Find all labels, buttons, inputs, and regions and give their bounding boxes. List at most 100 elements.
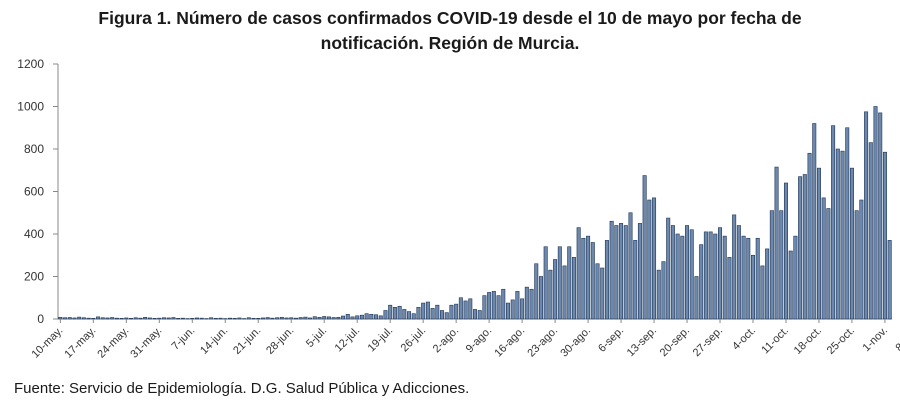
bar xyxy=(666,217,671,320)
bar xyxy=(162,317,167,320)
bar xyxy=(524,286,529,320)
bar xyxy=(628,212,633,320)
x-tick-label: 20-sep. xyxy=(658,325,692,359)
bar xyxy=(350,316,355,320)
bar xyxy=(317,316,322,320)
bar xyxy=(58,316,63,320)
bar xyxy=(463,300,468,320)
bar xyxy=(180,317,185,320)
x-tick-label: 14-jun. xyxy=(198,325,230,357)
bar xyxy=(129,318,134,320)
bar xyxy=(425,301,430,320)
x-tick-label: 30-ago. xyxy=(558,325,593,360)
bar xyxy=(821,197,826,320)
y-tick-label: 1200 xyxy=(17,57,44,71)
bar xyxy=(675,233,680,320)
bar xyxy=(505,302,510,320)
bar xyxy=(195,317,199,320)
bar xyxy=(600,267,605,320)
x-tick-label: 10-may. xyxy=(29,325,65,361)
bar xyxy=(374,314,379,320)
bar xyxy=(402,309,407,320)
bar xyxy=(293,317,298,320)
bar xyxy=(741,235,746,320)
bar xyxy=(449,304,454,320)
source-note: Fuente: Servicio de Epidemiología. D.G. … xyxy=(14,380,470,397)
y-tick-label: 1000 xyxy=(17,100,44,114)
x-tick-label: 17-may. xyxy=(62,325,98,361)
chart-title-line-2: notificación. Región de Murcia. xyxy=(320,33,580,53)
bar xyxy=(119,318,124,320)
x-tick-label: 8-nov. xyxy=(894,325,900,355)
bar xyxy=(661,261,666,320)
bar xyxy=(501,288,506,320)
x-tick-label: 1-nov. xyxy=(861,325,891,355)
bar xyxy=(355,315,360,320)
bar xyxy=(440,310,445,320)
bar xyxy=(468,298,473,320)
bar xyxy=(557,246,562,320)
bar xyxy=(750,254,755,320)
x-tick-label: 24-may. xyxy=(95,325,131,361)
bar xyxy=(520,298,525,320)
x-tick-label: 11-oct. xyxy=(759,325,791,357)
bar xyxy=(680,235,685,320)
bar xyxy=(826,208,831,320)
bar xyxy=(147,317,152,320)
bar xyxy=(656,269,661,320)
bar xyxy=(487,292,492,320)
bar xyxy=(157,317,162,320)
bar xyxy=(543,246,548,320)
x-tick-label: 27-sep. xyxy=(691,325,725,359)
bar xyxy=(312,316,317,320)
x-tick-label: 23-ago. xyxy=(525,325,560,360)
bar xyxy=(232,318,237,320)
bar xyxy=(637,223,642,320)
x-tick-label: 18-oct. xyxy=(792,325,824,357)
bar xyxy=(769,210,774,320)
bar xyxy=(251,318,256,320)
bar xyxy=(812,123,817,320)
bar xyxy=(783,182,788,320)
bar xyxy=(873,106,878,320)
bar xyxy=(359,314,364,320)
bar xyxy=(727,257,732,320)
bar xyxy=(576,227,581,320)
bar xyxy=(779,210,784,320)
bar xyxy=(581,237,586,320)
bar xyxy=(430,308,435,320)
y-tick-label: 200 xyxy=(24,270,44,284)
bar xyxy=(845,127,850,320)
bar xyxy=(364,313,369,320)
bar xyxy=(114,317,119,320)
bar xyxy=(562,265,567,320)
bar xyxy=(595,263,600,320)
bar xyxy=(392,307,397,320)
bar xyxy=(864,111,869,320)
x-tick-label: 2-ago. xyxy=(431,325,462,356)
bar xyxy=(411,313,416,320)
bar xyxy=(670,225,675,320)
bar xyxy=(100,317,105,320)
bar xyxy=(586,235,591,320)
bar xyxy=(388,304,393,320)
bar xyxy=(868,142,873,320)
bar xyxy=(77,316,82,320)
bar xyxy=(143,316,148,320)
bar xyxy=(652,197,657,320)
bar xyxy=(491,291,496,320)
bar xyxy=(275,317,280,320)
bar xyxy=(227,317,232,320)
x-tick-label: 5-jul. xyxy=(304,325,329,350)
bar xyxy=(623,225,628,320)
bar xyxy=(407,311,412,320)
y-tick-label: 400 xyxy=(24,227,44,241)
x-tick-label: 28-jun. xyxy=(264,325,296,357)
bar xyxy=(887,240,892,320)
bar xyxy=(816,167,821,320)
bar xyxy=(303,316,308,320)
bar xyxy=(298,317,303,320)
y-tick-label: 600 xyxy=(24,185,44,199)
bar xyxy=(124,317,129,320)
bar xyxy=(454,303,459,320)
